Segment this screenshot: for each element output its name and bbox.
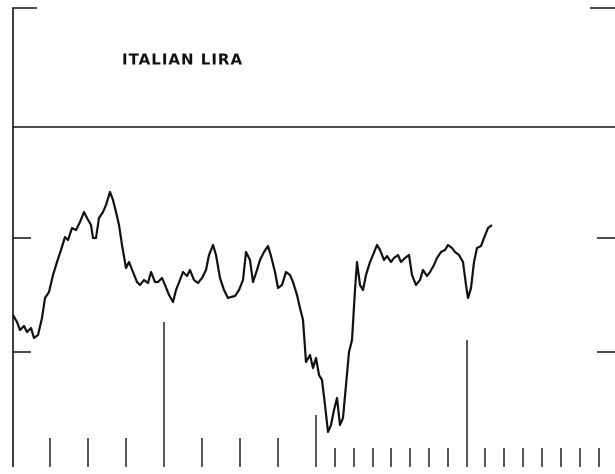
chart-title: ITALIAN LIRA <box>122 51 243 69</box>
line-series <box>12 190 493 434</box>
frame-left <box>12 7 37 467</box>
